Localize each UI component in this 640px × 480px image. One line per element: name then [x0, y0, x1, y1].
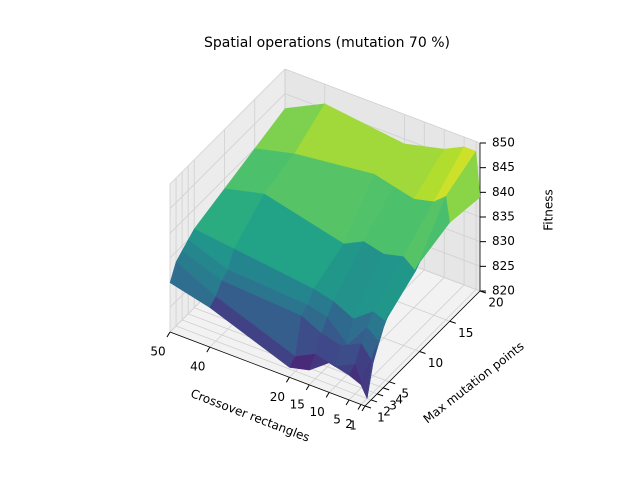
x-tick-label: 15 — [290, 397, 305, 411]
grid-line — [175, 325, 372, 401]
x-tick — [285, 377, 290, 383]
grid-line — [284, 68, 481, 144]
y-tick-label: 5 — [401, 386, 409, 400]
z-tick-label: 835 — [492, 210, 515, 224]
x-tick-label: 10 — [310, 405, 325, 419]
y-tick — [376, 393, 384, 397]
grid-line — [360, 289, 477, 405]
grid-line — [169, 93, 286, 209]
x-tick-label: 50 — [150, 345, 165, 359]
x-tick-label: 1 — [349, 419, 357, 433]
y-tick-label: 2 — [383, 404, 391, 418]
y-tick-label: 10 — [428, 356, 443, 370]
x-tick — [325, 392, 330, 398]
x-tick-label: 40 — [190, 360, 205, 374]
x-tick — [361, 405, 366, 412]
y-tick — [419, 351, 426, 355]
z-tick-label: 820 — [492, 284, 515, 298]
x-tick — [345, 399, 350, 406]
y-tick-label: 15 — [458, 326, 473, 340]
y-tick — [370, 399, 378, 403]
z-tick-label: 845 — [492, 160, 515, 174]
x-tick — [305, 384, 310, 391]
y-tick-label: 3 — [389, 398, 397, 412]
x-tick-label: 5 — [333, 412, 341, 426]
x-tick — [166, 331, 171, 338]
y-tick — [389, 381, 396, 385]
y-tick — [449, 320, 456, 324]
y-tick-label: 20 — [488, 296, 503, 310]
z-tick-label: 850 — [492, 136, 515, 150]
surface-patch — [360, 360, 372, 400]
x-tick — [206, 346, 211, 353]
y-tick-label: 1 — [377, 411, 385, 425]
z-axis-label: Fitness — [542, 189, 556, 231]
x-axis-line — [169, 331, 366, 407]
x-tick-label: 2 — [345, 417, 353, 431]
z-tick-label: 840 — [492, 185, 515, 199]
grid-line — [169, 68, 286, 185]
x-tick-label: 20 — [270, 390, 285, 404]
x-tick — [357, 404, 362, 410]
y-tick — [364, 405, 372, 409]
z-tick-label: 830 — [492, 234, 515, 248]
z-tick-label: 825 — [492, 259, 515, 273]
y-tick-label: 4 — [395, 392, 403, 406]
y-axis-line — [364, 290, 481, 407]
y-tick — [382, 387, 390, 391]
chart-title: Spatial operations (mutation 70 %) — [204, 35, 450, 51]
